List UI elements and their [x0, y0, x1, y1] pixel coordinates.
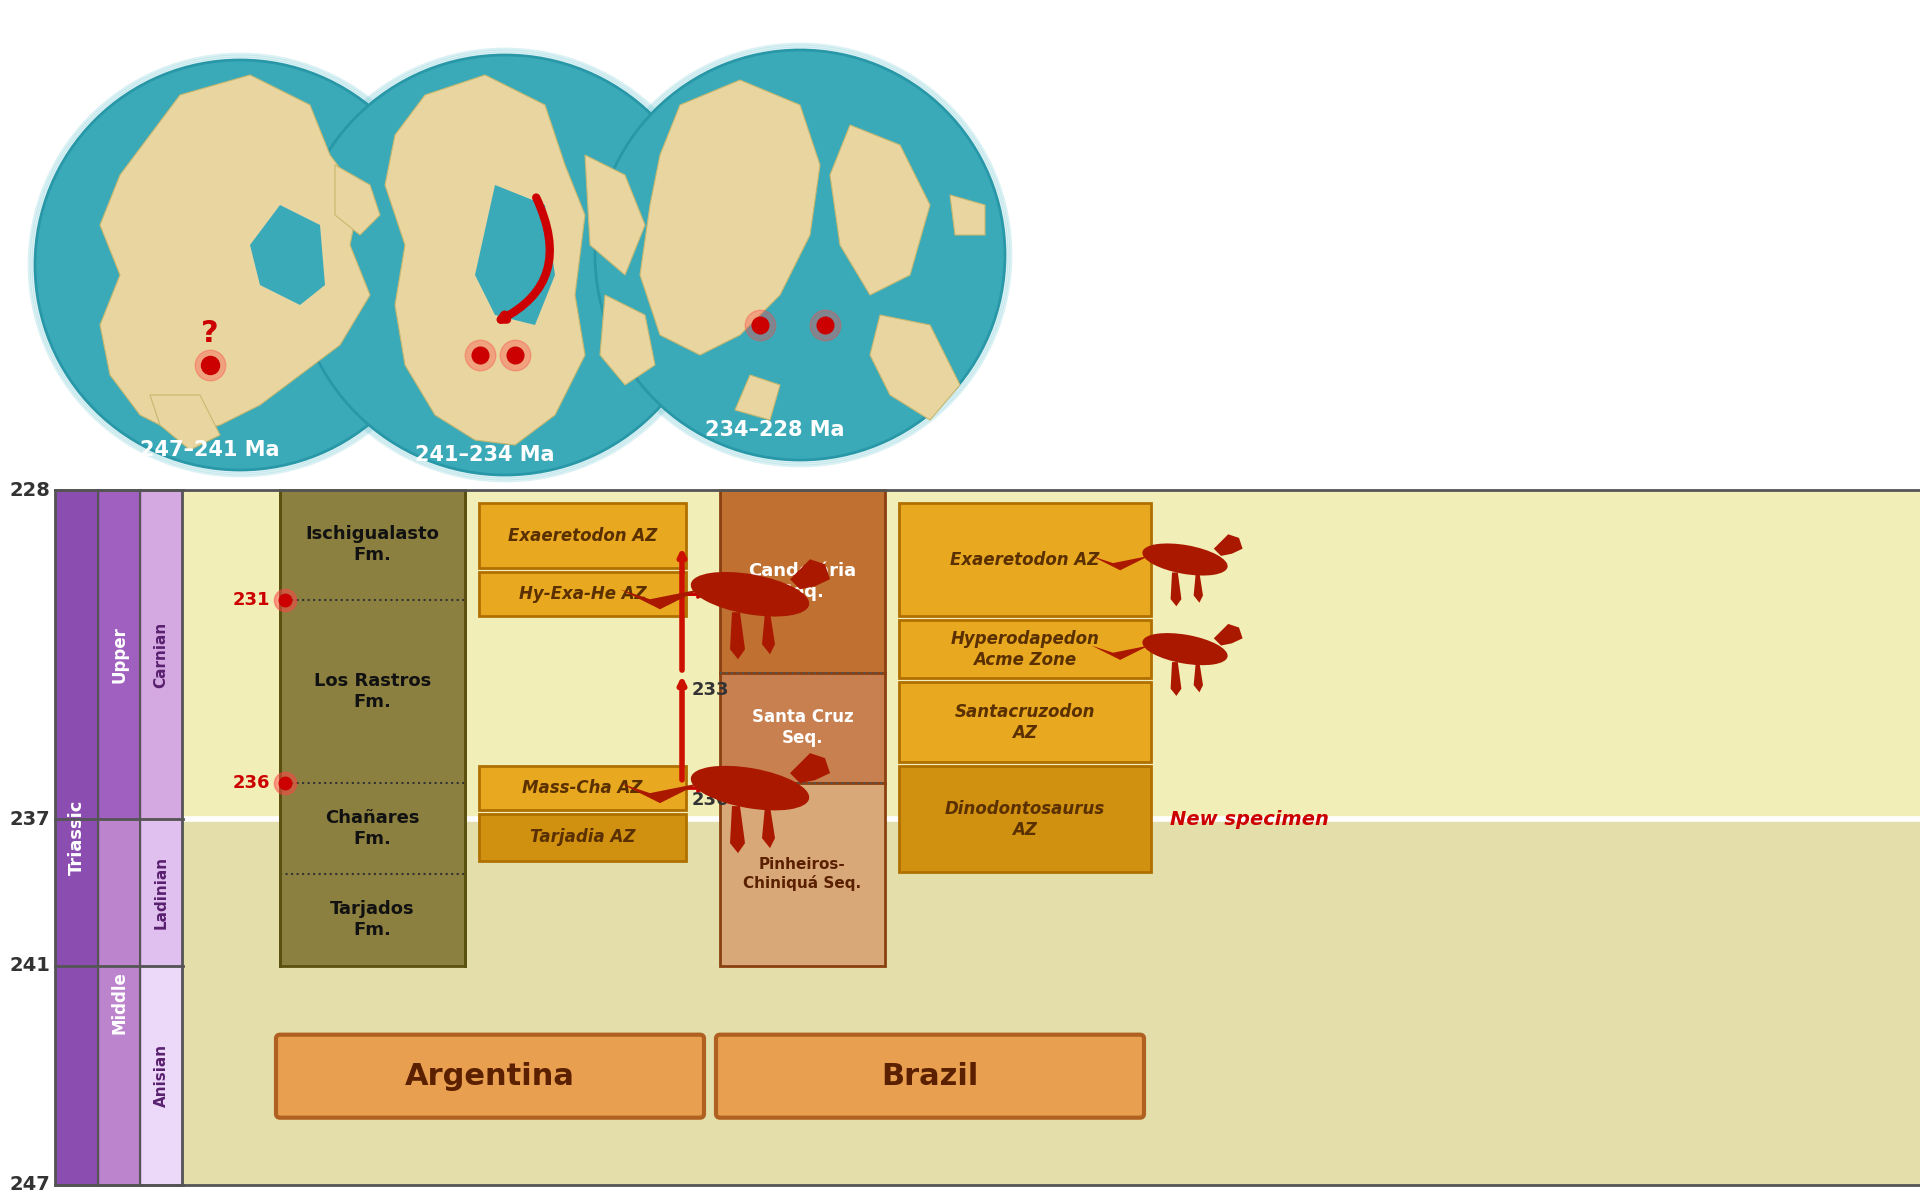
Text: Hyperodapedon
Acme Zone: Hyperodapedon Acme Zone — [950, 630, 1100, 668]
Bar — [720, 490, 885, 673]
Polygon shape — [100, 75, 371, 435]
Polygon shape — [474, 185, 555, 324]
Text: Pinheiros-
Chiniquá Seq.: Pinheiros- Chiniquá Seq. — [743, 858, 862, 891]
Polygon shape — [1171, 573, 1181, 606]
Text: 234–228 Ma: 234–228 Ma — [705, 420, 845, 440]
Text: 228: 228 — [10, 481, 50, 500]
Text: Los Rastros
Fm.: Los Rastros Fm. — [313, 672, 432, 711]
Text: 236: 236 — [691, 791, 730, 809]
Bar — [280, 490, 465, 965]
Text: Santa Cruz
Seq.: Santa Cruz Seq. — [753, 709, 852, 747]
Polygon shape — [1194, 662, 1204, 692]
Text: Triassic: Triassic — [67, 799, 86, 876]
Text: 233: 233 — [691, 681, 730, 699]
Polygon shape — [620, 589, 701, 610]
Text: 241: 241 — [10, 956, 50, 975]
Text: Exaeretodon AZ: Exaeretodon AZ — [509, 527, 657, 545]
Text: Brazil: Brazil — [881, 1062, 979, 1090]
Text: 241–234 Ma: 241–234 Ma — [415, 445, 555, 465]
Bar — [98, 490, 140, 820]
Bar — [140, 965, 182, 1185]
Polygon shape — [250, 205, 324, 305]
Polygon shape — [334, 165, 380, 235]
Polygon shape — [1213, 534, 1242, 556]
Polygon shape — [1171, 662, 1181, 696]
Polygon shape — [870, 315, 960, 420]
FancyBboxPatch shape — [899, 503, 1150, 616]
Bar — [0, 0, 1920, 490]
FancyBboxPatch shape — [478, 766, 685, 810]
Text: Tarjados
Fm.: Tarjados Fm. — [330, 901, 415, 939]
FancyBboxPatch shape — [276, 1034, 705, 1118]
Polygon shape — [730, 612, 745, 660]
Polygon shape — [150, 395, 221, 450]
Text: Candelária
Seq.: Candelária Seq. — [749, 562, 856, 601]
Polygon shape — [789, 753, 829, 783]
Bar — [56, 820, 1920, 1185]
FancyBboxPatch shape — [899, 682, 1150, 762]
Text: Ischigualasto
Fm.: Ischigualasto Fm. — [305, 525, 440, 564]
Ellipse shape — [691, 766, 808, 810]
Text: Hy-Exa-He AZ: Hy-Exa-He AZ — [518, 586, 647, 604]
FancyBboxPatch shape — [899, 620, 1150, 678]
Polygon shape — [950, 194, 985, 235]
Bar — [140, 490, 182, 820]
Bar — [140, 820, 182, 965]
FancyBboxPatch shape — [478, 503, 685, 569]
Text: 247: 247 — [10, 1175, 50, 1193]
Ellipse shape — [35, 60, 445, 470]
Polygon shape — [735, 375, 780, 420]
Ellipse shape — [691, 571, 808, 617]
Text: Upper: Upper — [109, 626, 129, 684]
Text: 231: 231 — [232, 591, 271, 608]
Ellipse shape — [296, 55, 714, 475]
Text: Dinodontosaurus
AZ: Dinodontosaurus AZ — [945, 799, 1106, 839]
Text: 247–241 Ma: 247–241 Ma — [140, 440, 280, 460]
Polygon shape — [639, 80, 820, 356]
Polygon shape — [762, 806, 776, 848]
Ellipse shape — [1142, 544, 1227, 575]
Polygon shape — [599, 295, 655, 385]
Text: Carnian: Carnian — [154, 622, 169, 687]
Text: Chañares
Fm.: Chañares Fm. — [324, 809, 420, 848]
Text: Exaeretodon AZ: Exaeretodon AZ — [950, 550, 1100, 569]
Bar — [720, 783, 885, 965]
Bar — [720, 673, 885, 783]
Text: Ladinian: Ladinian — [154, 855, 169, 929]
Bar — [56, 490, 1920, 820]
Text: Anisian: Anisian — [154, 1044, 169, 1107]
Polygon shape — [730, 806, 745, 853]
Text: Middle: Middle — [109, 971, 129, 1033]
FancyBboxPatch shape — [478, 814, 685, 861]
Polygon shape — [586, 155, 645, 276]
Bar — [56, 490, 98, 1185]
Text: Mass-Cha AZ: Mass-Cha AZ — [522, 779, 643, 797]
FancyBboxPatch shape — [716, 1034, 1144, 1118]
Text: 236: 236 — [232, 773, 271, 792]
Text: ?: ? — [202, 319, 219, 347]
Text: Argentina: Argentina — [405, 1062, 574, 1090]
Polygon shape — [1213, 624, 1242, 645]
Polygon shape — [1194, 573, 1204, 602]
Polygon shape — [762, 612, 776, 654]
FancyBboxPatch shape — [899, 766, 1150, 872]
Text: Tarjadia AZ: Tarjadia AZ — [530, 828, 636, 847]
Polygon shape — [789, 560, 829, 589]
Polygon shape — [620, 783, 701, 803]
Polygon shape — [386, 75, 586, 445]
Polygon shape — [1091, 556, 1148, 570]
FancyBboxPatch shape — [478, 573, 685, 616]
Polygon shape — [1091, 645, 1148, 660]
Text: Santacruzodon
AZ: Santacruzodon AZ — [954, 703, 1094, 742]
Text: 237: 237 — [10, 810, 50, 829]
Ellipse shape — [595, 50, 1004, 460]
Polygon shape — [829, 125, 929, 295]
Text: New specimen: New specimen — [1169, 810, 1329, 829]
Ellipse shape — [1142, 633, 1227, 666]
Bar — [98, 820, 140, 1185]
